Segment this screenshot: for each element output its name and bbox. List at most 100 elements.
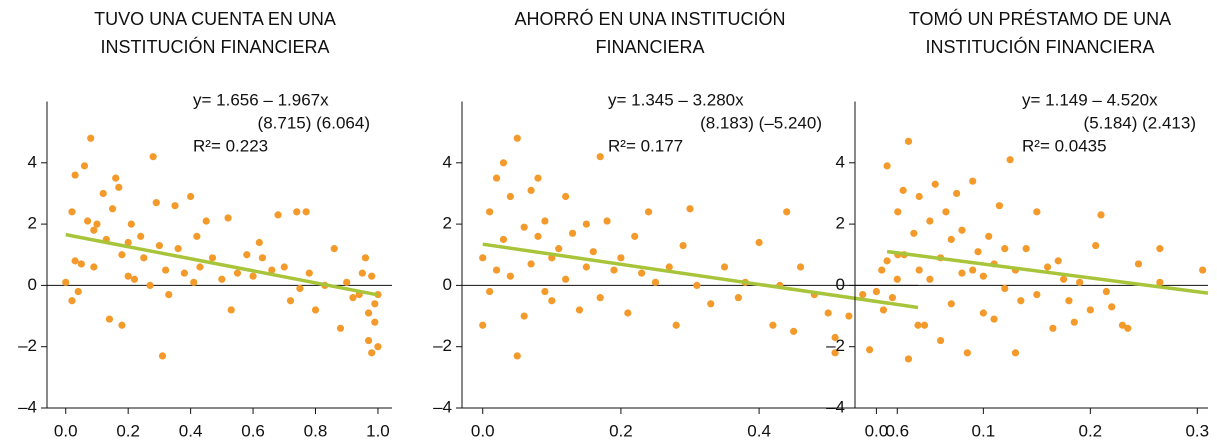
point <box>872 287 880 296</box>
point <box>93 220 101 228</box>
point <box>520 223 528 231</box>
point <box>1043 263 1052 271</box>
point <box>979 309 987 317</box>
point <box>258 254 267 262</box>
point <box>894 208 902 216</box>
point <box>479 321 487 329</box>
point <box>596 294 604 302</box>
point <box>152 199 160 207</box>
point <box>1086 306 1094 314</box>
point <box>845 312 853 320</box>
point <box>796 263 805 271</box>
point <box>336 324 345 332</box>
annotation: y= 1.149 – 4.520x <box>1022 90 1158 109</box>
point <box>914 321 922 329</box>
point <box>158 352 167 360</box>
point <box>311 306 320 314</box>
point <box>190 278 198 286</box>
annotation: y= 1.656 – 1.967x <box>193 90 329 109</box>
point <box>499 235 508 244</box>
x-tick-label: 0.0 <box>471 421 495 440</box>
point <box>80 162 89 170</box>
point <box>90 226 98 234</box>
y-tick-label: 2 <box>836 214 845 233</box>
point <box>693 281 701 289</box>
point <box>555 245 563 253</box>
point <box>995 202 1004 210</box>
point <box>686 205 694 213</box>
point <box>140 254 148 262</box>
point <box>68 297 76 305</box>
annotation: y= 1.345 – 3.280x <box>608 90 744 109</box>
point <box>1049 324 1057 332</box>
point <box>492 174 501 182</box>
point <box>368 272 376 280</box>
point <box>720 263 729 271</box>
point <box>582 263 590 271</box>
point <box>486 208 494 216</box>
point <box>883 162 891 170</box>
point <box>879 306 888 314</box>
point <box>672 321 680 329</box>
point <box>931 180 939 188</box>
point <box>985 232 993 240</box>
y-tick-label: –2 <box>18 336 37 355</box>
point <box>947 300 955 308</box>
fit-line <box>482 242 919 310</box>
point <box>915 192 923 201</box>
x-tick-label: 0.2 <box>1079 421 1103 440</box>
point <box>171 202 179 210</box>
x-tick-label: 0.3 <box>1185 421 1209 440</box>
point <box>243 251 251 259</box>
point <box>371 300 379 308</box>
point <box>492 266 501 274</box>
point <box>513 352 521 360</box>
point <box>255 238 263 247</box>
point <box>1022 245 1030 253</box>
point <box>979 272 987 280</box>
point <box>1054 257 1062 265</box>
point <box>734 294 742 302</box>
y-tick-label: 0 <box>443 275 452 294</box>
point <box>541 287 549 296</box>
point <box>1156 245 1164 253</box>
point <box>74 287 82 296</box>
point <box>1017 297 1025 305</box>
x-tick-label: 0.4 <box>179 421 203 440</box>
point <box>947 235 955 244</box>
point <box>617 254 625 262</box>
x-tick-label: 0.8 <box>304 421 328 440</box>
point <box>831 333 839 342</box>
point <box>118 321 126 329</box>
x-tick-label: 0.6 <box>885 421 909 440</box>
annotation: R²= 0.223 <box>193 136 268 155</box>
point <box>1059 275 1068 283</box>
point <box>893 275 901 283</box>
point <box>1001 284 1009 293</box>
point <box>534 232 542 240</box>
point <box>71 257 79 265</box>
x-tick-label: 0.4 <box>747 421 771 440</box>
y-tick-label: –2 <box>433 336 452 355</box>
fit-line <box>886 249 1209 295</box>
point <box>499 159 508 167</box>
point <box>330 245 338 253</box>
point <box>87 134 95 142</box>
y-tick-label: 4 <box>28 152 37 171</box>
point <box>990 315 998 323</box>
y-tick-label: 0 <box>28 275 37 294</box>
annotation: R²= 0.177 <box>608 136 683 155</box>
point <box>1097 211 1105 219</box>
point <box>1001 245 1009 253</box>
x-tick-label: 0.0 <box>54 421 78 440</box>
point <box>1199 266 1207 274</box>
point <box>866 346 874 354</box>
point <box>112 174 120 182</box>
point <box>582 220 590 228</box>
point <box>1156 278 1164 286</box>
y-tick-label: 2 <box>28 214 37 233</box>
point <box>1006 156 1014 164</box>
point <box>486 287 494 296</box>
point <box>769 321 777 329</box>
